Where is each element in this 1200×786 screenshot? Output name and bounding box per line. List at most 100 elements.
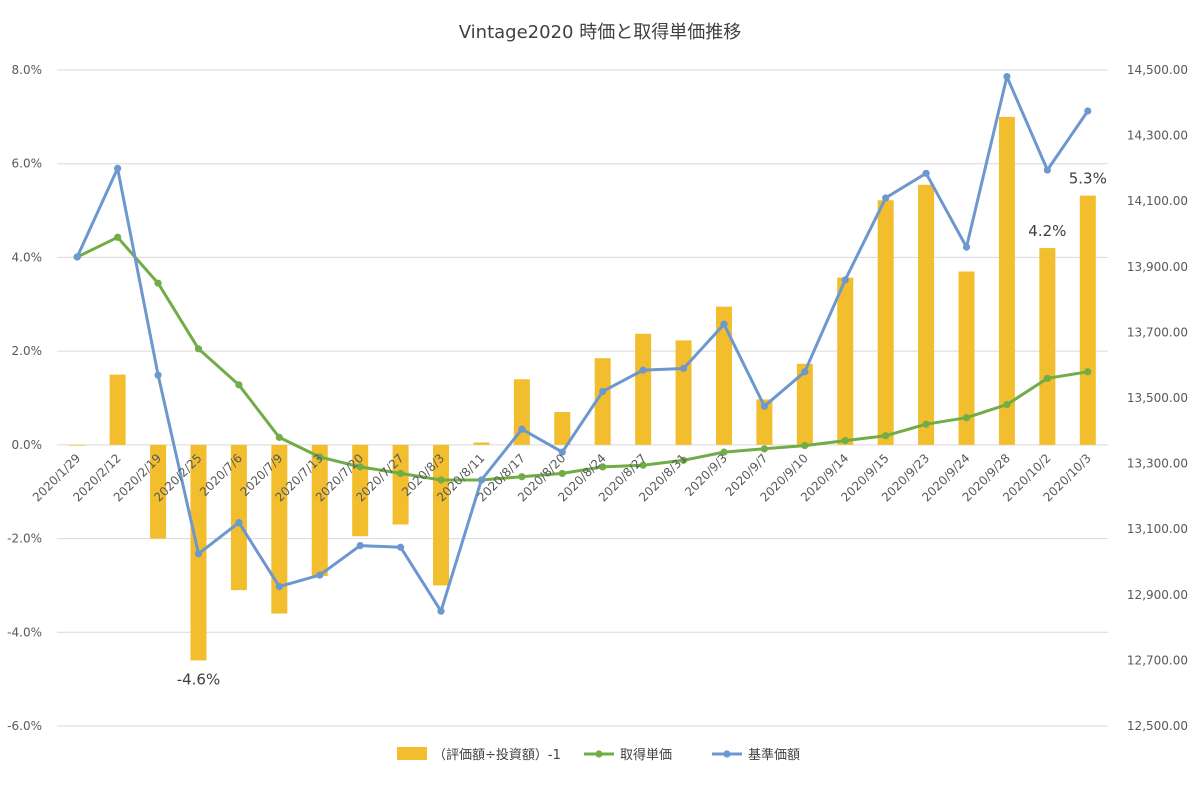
bar bbox=[150, 444, 167, 539]
bar bbox=[715, 306, 732, 445]
y-right-tick-label: 12,500.00 bbox=[1127, 719, 1188, 733]
series-point bbox=[841, 437, 849, 445]
legend-label: （評価額÷投資額）-1 bbox=[433, 747, 561, 763]
series-point bbox=[760, 445, 769, 453]
series-point bbox=[558, 469, 566, 478]
series-point bbox=[518, 473, 526, 481]
series-point bbox=[73, 253, 81, 261]
legend-swatch-bar bbox=[397, 747, 427, 760]
series-point bbox=[599, 387, 607, 396]
series-point bbox=[679, 364, 688, 373]
series-point bbox=[1084, 107, 1092, 115]
series-line bbox=[75, 235, 1090, 482]
bar bbox=[594, 358, 611, 445]
y-right-tick-label: 14,300.00 bbox=[1127, 129, 1188, 143]
y-right-tick-label: 14,500.00 bbox=[1127, 63, 1188, 77]
series-point bbox=[639, 366, 647, 374]
bar bbox=[109, 374, 126, 445]
bar bbox=[392, 444, 409, 525]
series-point bbox=[437, 476, 445, 484]
y-right-tick-label: 13,100.00 bbox=[1127, 522, 1188, 536]
bar bbox=[756, 399, 773, 445]
series-point bbox=[316, 453, 324, 461]
bar bbox=[837, 277, 854, 445]
y-right-tick-label: 13,900.00 bbox=[1127, 260, 1188, 274]
bar bbox=[918, 184, 935, 445]
y-left-tick-label: 2.0% bbox=[12, 344, 43, 358]
series-point bbox=[437, 607, 445, 615]
bar bbox=[69, 444, 86, 446]
x-axis: 2020/1/292020/2/122020/2/192020/2/252020… bbox=[30, 451, 1094, 504]
series-point bbox=[154, 279, 162, 287]
series-point bbox=[801, 368, 809, 376]
series-point bbox=[194, 345, 203, 353]
series-point bbox=[922, 169, 930, 177]
series-point bbox=[599, 463, 607, 471]
bar-series bbox=[69, 116, 1096, 661]
line-series bbox=[73, 72, 1092, 615]
y-axis-right: 12,500.00 12,700.00 12,900.00 13,100.00 13,3… bbox=[1127, 63, 1188, 733]
series-point bbox=[922, 420, 930, 428]
series-point bbox=[962, 414, 971, 422]
series-point bbox=[801, 441, 809, 450]
legend-swatch-marker bbox=[723, 750, 731, 758]
y-right-tick-label: 13,300.00 bbox=[1127, 457, 1188, 471]
y-left-tick-label: -2.0% bbox=[7, 532, 42, 546]
series-point bbox=[1084, 368, 1092, 376]
bar bbox=[675, 340, 692, 445]
y-right-tick-label: 13,500.00 bbox=[1127, 391, 1188, 405]
series-point bbox=[1043, 166, 1051, 174]
legend-label: 取得単価 bbox=[620, 747, 672, 763]
series-point bbox=[316, 571, 324, 579]
series-point bbox=[518, 425, 526, 433]
legend-swatch-marker bbox=[595, 750, 603, 758]
data-label: -4.6% bbox=[177, 670, 221, 688]
data-labels: -4.6% 4.2% 5.3% bbox=[177, 170, 1107, 689]
series-point bbox=[356, 463, 364, 471]
bar bbox=[1079, 195, 1096, 445]
y-right-tick-label: 14,100.00 bbox=[1127, 194, 1188, 208]
series-point bbox=[275, 583, 283, 591]
series-point bbox=[114, 164, 122, 172]
series-point bbox=[760, 402, 769, 410]
gridlines bbox=[57, 69, 1108, 727]
bar bbox=[1039, 248, 1056, 445]
series-point bbox=[882, 194, 890, 202]
data-label: 4.2% bbox=[1028, 222, 1066, 240]
bar bbox=[958, 271, 975, 445]
series-point bbox=[841, 276, 849, 284]
series-point bbox=[720, 320, 728, 328]
data-label: 5.3% bbox=[1069, 170, 1107, 188]
series-point bbox=[235, 381, 243, 389]
bar bbox=[796, 363, 813, 445]
y-right-tick-label: 12,700.00 bbox=[1127, 653, 1188, 667]
series-point bbox=[1043, 374, 1051, 382]
bar bbox=[877, 200, 894, 445]
series-point bbox=[396, 543, 405, 551]
bar bbox=[473, 442, 490, 445]
bar bbox=[230, 444, 247, 591]
bar bbox=[513, 379, 530, 445]
series-point bbox=[235, 519, 243, 527]
bar bbox=[554, 412, 571, 445]
series-point bbox=[194, 550, 203, 558]
series-line bbox=[75, 75, 1090, 613]
series-point bbox=[396, 469, 405, 478]
series-point bbox=[639, 461, 647, 469]
series-point bbox=[477, 476, 486, 484]
bar bbox=[311, 444, 328, 577]
series-point bbox=[679, 456, 688, 464]
series-point bbox=[558, 448, 566, 456]
bar bbox=[271, 444, 288, 614]
series-point bbox=[1003, 72, 1011, 81]
series-point bbox=[356, 542, 364, 550]
y-right-tick-label: 12,900.00 bbox=[1127, 588, 1188, 602]
legend-label: 基準価額 bbox=[748, 747, 800, 763]
y-left-tick-label: -4.0% bbox=[7, 625, 42, 639]
series-point bbox=[154, 371, 162, 379]
bar bbox=[998, 116, 1015, 445]
y-left-tick-label: 6.0% bbox=[12, 157, 43, 171]
y-axis-left: -6.0% -4.0% -2.0% 0.0% 2.0% 4.0% 6.0% 8.0% bbox=[7, 63, 42, 733]
